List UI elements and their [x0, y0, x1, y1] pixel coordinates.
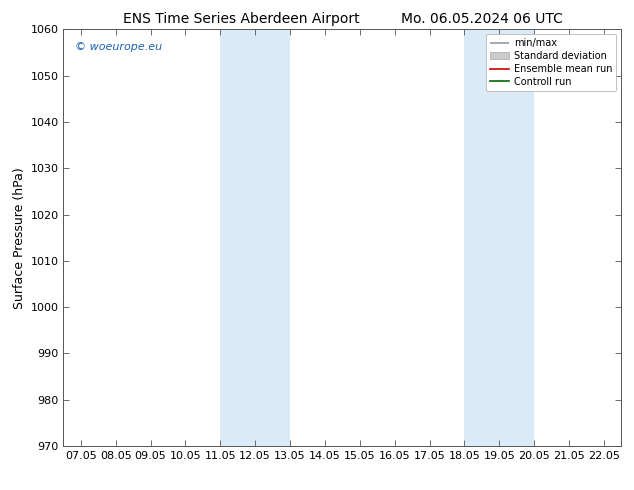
Legend: min/max, Standard deviation, Ensemble mean run, Controll run: min/max, Standard deviation, Ensemble me…	[486, 34, 616, 91]
Bar	[464, 29, 534, 446]
Text: © woeurope.eu: © woeurope.eu	[75, 42, 162, 52]
Text: ENS Time Series Aberdeen Airport: ENS Time Series Aberdeen Airport	[122, 12, 359, 26]
Text: Mo. 06.05.2024 06 UTC: Mo. 06.05.2024 06 UTC	[401, 12, 563, 26]
Bar	[221, 29, 290, 446]
Y-axis label: Surface Pressure (hPa): Surface Pressure (hPa)	[13, 167, 26, 309]
